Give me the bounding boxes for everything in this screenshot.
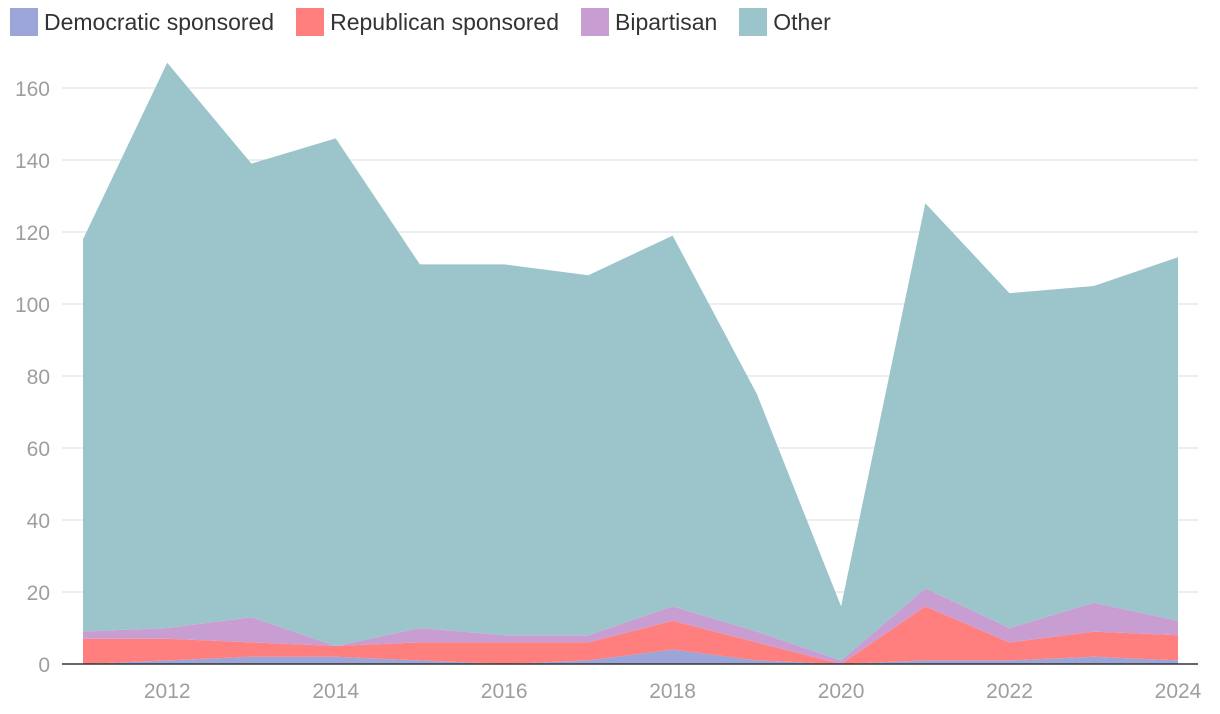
x-tick-label: 2012: [144, 680, 191, 703]
x-tick-label: 2024: [1155, 680, 1202, 703]
y-tick-label: 20: [27, 582, 50, 605]
legend-swatch-bipartisan: [581, 8, 609, 36]
axes: 0 20 40 60 80 100 120 140 160 2012 2014 2016 2018 202…: [15, 78, 1202, 703]
y-tick-label: 0: [38, 654, 50, 677]
area-republican-sponsored[interactable]: [83, 606, 1178, 664]
y-tick-label: 100: [15, 294, 50, 317]
area-series: [83, 62, 1178, 664]
x-tick-label: 2020: [818, 680, 865, 703]
y-tick-label: 160: [15, 78, 50, 101]
area-other[interactable]: [83, 62, 1178, 661]
x-tick-label: 2014: [312, 680, 359, 703]
legend-label-democratic: Democratic sponsored: [44, 8, 275, 35]
legend-label-other: Other: [773, 8, 831, 35]
legend-item-bipartisan[interactable]: Bipartisan: [581, 8, 717, 36]
legend-swatch-republican: [296, 8, 325, 36]
x-tick-label: 2018: [649, 680, 696, 703]
y-tick-label: 140: [15, 150, 50, 173]
x-tick-label: 2016: [481, 680, 528, 703]
legend-swatch-democratic: [10, 8, 38, 36]
legend: Democratic sponsored Republican sponsore…: [10, 8, 853, 36]
area-bipartisan[interactable]: [83, 588, 1178, 664]
area-democratic-sponsored[interactable]: [83, 649, 1178, 664]
y-tick-label: 60: [27, 438, 50, 461]
legend-item-democratic[interactable]: Democratic sponsored: [10, 8, 274, 36]
legend-item-other[interactable]: Other: [739, 8, 831, 36]
legend-item-republican[interactable]: Republican sponsored: [296, 8, 559, 36]
y-tick-label: 120: [15, 222, 50, 245]
y-tick-label: 40: [27, 510, 50, 533]
legend-swatch-other: [739, 8, 768, 36]
x-tick-label: 2022: [986, 680, 1033, 703]
legend-label-republican: Republican sponsored: [330, 8, 559, 35]
legend-label-bipartisan: Bipartisan: [615, 8, 718, 35]
y-tick-label: 80: [27, 366, 50, 389]
